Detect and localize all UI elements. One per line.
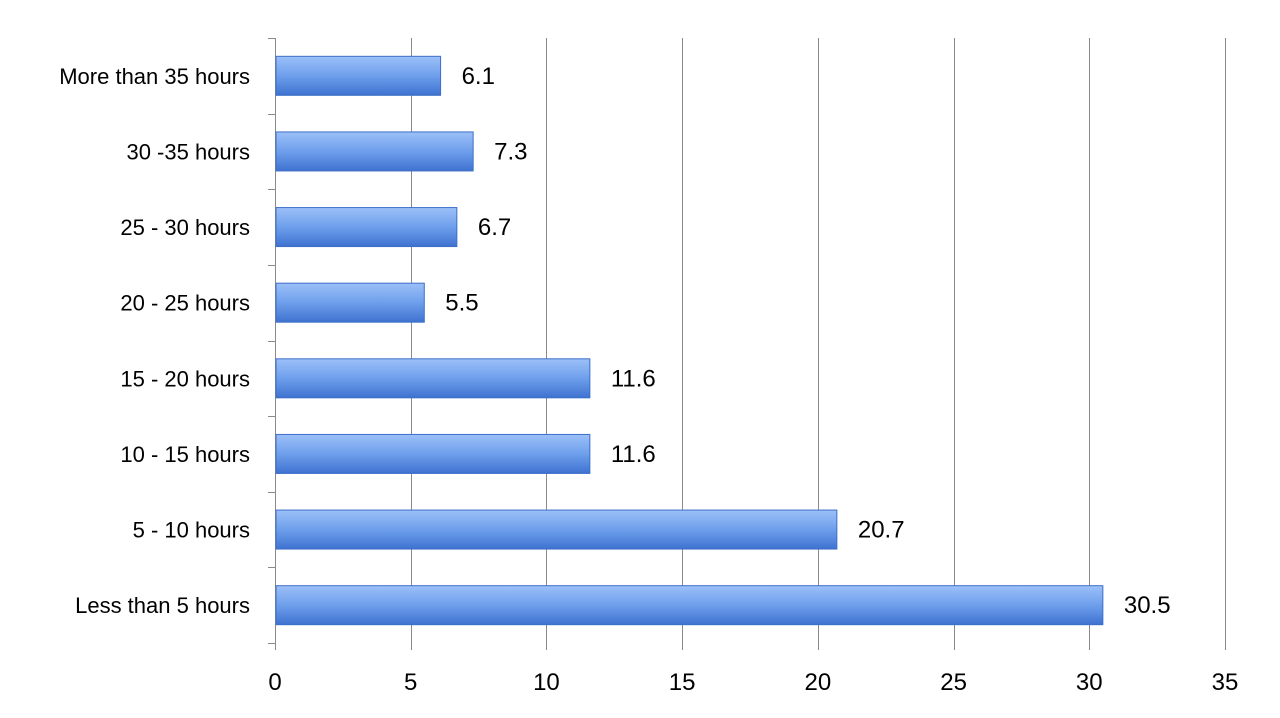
value-label: 11.6 bbox=[611, 441, 656, 468]
bar bbox=[275, 358, 591, 399]
x-tick-label: 15 bbox=[669, 669, 696, 696]
value-label: 6.7 bbox=[478, 214, 511, 241]
value-label: 11.6 bbox=[611, 365, 656, 392]
category-label: 30 -35 hours bbox=[126, 139, 250, 164]
x-tick-label: 20 bbox=[805, 669, 832, 696]
bar bbox=[275, 131, 474, 172]
value-label: 6.1 bbox=[462, 63, 495, 90]
x-tick-label: 35 bbox=[1212, 669, 1239, 696]
x-tick-label: 30 bbox=[1076, 669, 1103, 696]
x-tick-label: 10 bbox=[533, 669, 560, 696]
labels: 0 5 10 15 20 25 30 35 6.1 More than 35 hours 7.3 30… bbox=[59, 63, 1238, 696]
category-label: 20 - 25 hours bbox=[120, 291, 250, 316]
value-label: 30.5 bbox=[1124, 592, 1171, 619]
category-label: 10 - 15 hours bbox=[120, 442, 250, 467]
category-label: 5 - 10 hours bbox=[133, 518, 250, 543]
bar bbox=[275, 433, 591, 474]
value-label: 7.3 bbox=[494, 138, 527, 165]
bar bbox=[275, 509, 838, 550]
bar bbox=[275, 207, 458, 248]
value-label: 20.7 bbox=[858, 517, 905, 544]
x-tick-label: 25 bbox=[940, 669, 967, 696]
bar bbox=[275, 282, 425, 323]
category-label: 25 - 30 hours bbox=[120, 215, 250, 240]
category-label: More than 35 hours bbox=[59, 64, 250, 89]
gridlines bbox=[411, 38, 1226, 643]
bar bbox=[275, 55, 442, 96]
x-tick-label: 5 bbox=[404, 669, 417, 696]
x-tick-label: 0 bbox=[268, 669, 281, 696]
bar bbox=[275, 585, 1104, 626]
value-label: 5.5 bbox=[445, 290, 478, 317]
category-label: Less than 5 hours bbox=[75, 593, 250, 618]
bars bbox=[275, 55, 1104, 626]
category-label: 15 - 20 hours bbox=[120, 366, 250, 391]
